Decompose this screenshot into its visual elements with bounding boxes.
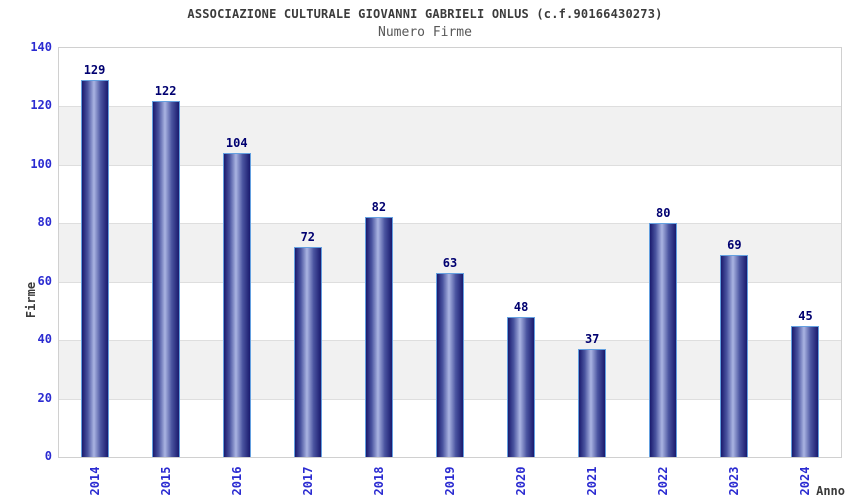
bar-value-label: 104: [225, 136, 248, 151]
chart-subtitle: Numero Firme: [378, 25, 472, 40]
x-tick-2019: 2019: [443, 466, 457, 496]
bar-value-label: 63: [442, 255, 458, 270]
y-tick-40: 40: [37, 332, 52, 347]
x-tick-2015: 2015: [158, 466, 173, 496]
y-tick-120: 120: [30, 98, 52, 113]
band-gray-100-120: [59, 106, 841, 165]
plot-area: 129 122 104 72 82 63 48 37 80 69 45 Firme: [24, 47, 842, 458]
gridline-120: [59, 106, 841, 108]
bar-2018: [364, 217, 393, 457]
bar-2021: [578, 348, 607, 457]
x-tick-2020: 2020: [514, 466, 529, 496]
bar-value-label: 72: [300, 229, 316, 244]
x-tick-2021: 2021: [585, 466, 600, 496]
bar-2022: [649, 223, 678, 457]
y-tick-80: 80: [37, 215, 52, 230]
y-tick-0: 0: [44, 449, 52, 463]
x-tick-2014: 2014: [87, 466, 102, 496]
gridline-80: [59, 223, 841, 225]
x-tick-2022: 2022: [656, 466, 671, 496]
bar-value-label: 37: [584, 331, 600, 346]
bar-2015: [151, 100, 180, 457]
x-axis-title: Anno: [816, 484, 845, 498]
y-tick-140: 140: [30, 40, 52, 54]
bar-2019: [436, 272, 464, 457]
gridline-100: [59, 164, 841, 166]
x-tick-2024: 2024: [798, 466, 813, 496]
bar-2017: [293, 246, 322, 457]
bar-value-label: 80: [656, 206, 671, 221]
bar-value-label: 69: [727, 238, 742, 253]
bar-2016: [222, 153, 251, 457]
x-tick-2018: 2018: [371, 466, 386, 496]
chart-title: ASSOCIAZIONE CULTURALE GIOVANNI GABRIELI…: [187, 7, 663, 21]
bar-value-label: 122: [154, 83, 177, 98]
bar-2024: [791, 325, 820, 457]
band-gray-60-80: [59, 223, 841, 282]
y-tick-60: 60: [37, 273, 52, 288]
x-tick-2017: 2017: [300, 466, 315, 496]
bar-2014: [80, 80, 109, 457]
bar-2023: [720, 255, 749, 457]
bar-2020: [507, 316, 536, 457]
y-tick-20: 20: [37, 390, 52, 405]
bar-value-label: 48: [513, 299, 529, 314]
bar-value-label: 82: [371, 200, 387, 215]
x-tick-2023: 2023: [727, 466, 742, 496]
y-tick-100: 100: [30, 156, 52, 171]
bar-value-label: 45: [798, 308, 813, 323]
bar-value-label: 129: [83, 63, 106, 78]
x-tick-2016: 2016: [229, 466, 244, 496]
